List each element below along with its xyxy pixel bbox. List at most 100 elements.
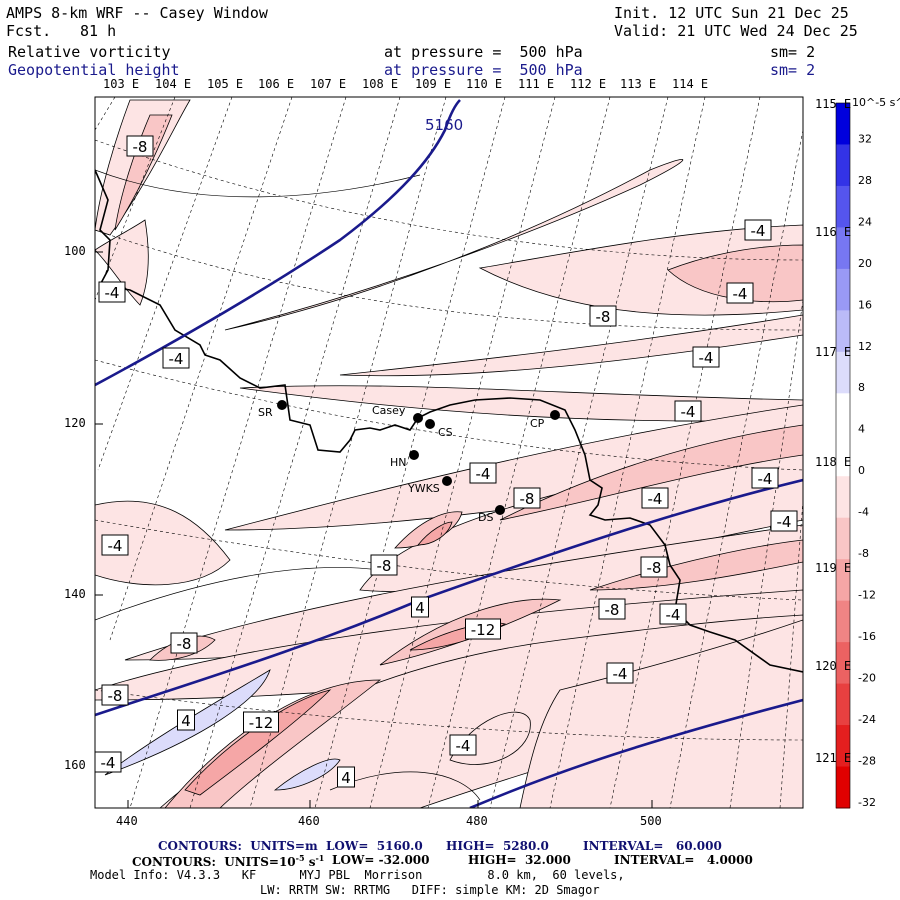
svg-text:-4: -4 xyxy=(758,470,773,488)
lon-label-top: 114 E xyxy=(672,77,709,91)
x-axis-tick-label: 440 xyxy=(116,814,138,828)
lon-label-right: 117 E xyxy=(815,345,852,359)
field2-smoothing: sm= 2 xyxy=(770,61,816,79)
lon-label-top: 110 E xyxy=(466,77,503,91)
svg-text:-4: -4 xyxy=(751,222,766,240)
height-contour-label: 5160 xyxy=(425,116,463,134)
colorbar-unit: 10^-5 s^-1 xyxy=(852,96,900,109)
vorticity-contour-label: -4 xyxy=(674,400,702,422)
svg-text:-8: -8 xyxy=(596,308,611,326)
vorticity-contour-label: -8 xyxy=(126,135,154,157)
colorbar-segment xyxy=(836,434,850,477)
lat-lon-grid xyxy=(95,97,803,808)
colorbar-segment xyxy=(836,683,850,726)
colorbar-tick-label: 16 xyxy=(858,298,872,311)
vorticity-contour-label: -8 xyxy=(598,598,626,620)
station-label: Casey xyxy=(372,404,406,417)
footer-height-interval: INTERVAL= 60.000 xyxy=(583,839,722,853)
station-dot xyxy=(550,410,560,420)
x-axis-tick-label: 460 xyxy=(298,814,320,828)
svg-text:4: 4 xyxy=(415,599,425,617)
colorbar-segment xyxy=(836,766,850,809)
forecast-hour: 81 h xyxy=(80,22,117,40)
vorticity-contour-label: -4 xyxy=(606,662,634,684)
coastline xyxy=(95,169,803,673)
colorbar-segment xyxy=(836,351,850,394)
svg-text:-4: -4 xyxy=(733,285,748,303)
station-dot xyxy=(409,450,419,460)
svg-text:4: 4 xyxy=(181,712,191,730)
y-axis-tick-label: 100 xyxy=(64,244,86,258)
colorbar-tick-label: -8 xyxy=(858,547,869,560)
footer-vort-high: HIGH= 32.000 xyxy=(468,853,571,867)
forecast-label: Fcst. xyxy=(6,22,52,40)
svg-text:-4: -4 xyxy=(666,606,681,624)
colorbar-segment xyxy=(836,310,850,353)
vorticity-contour-label: -4 xyxy=(770,510,798,532)
plot-frame xyxy=(94,96,804,809)
lon-label-right: 116 E xyxy=(815,225,852,239)
colorbar-tick-label: 20 xyxy=(858,257,872,270)
lon-label-top: 104 E xyxy=(155,77,192,91)
vorticity-contour-label: -4 xyxy=(94,751,122,773)
lon-label-top: 103 E xyxy=(103,77,140,91)
vorticity-contour-label: -4 xyxy=(98,281,126,303)
field2-level: at pressure = 500 hPa xyxy=(384,61,583,79)
init-time: Init. 12 UTC Sun 21 Dec 25 xyxy=(614,4,849,22)
vorticity-contour-label: -4 xyxy=(751,467,779,489)
svg-text:-4: -4 xyxy=(648,490,663,508)
station-dot xyxy=(413,413,423,423)
field1-name: Relative vorticity xyxy=(8,43,171,61)
colorbar-segment xyxy=(836,227,850,270)
colorbar-segment xyxy=(836,144,850,187)
lon-label-right: 119 E xyxy=(815,561,852,575)
lon-label-right: 120 E xyxy=(815,659,852,673)
lon-label-top: 106 E xyxy=(258,77,295,91)
svg-text:-8: -8 xyxy=(177,635,192,653)
vorticity-contour-label: -4 xyxy=(641,487,669,509)
footer-vort-interval: INTERVAL= 4.0000 xyxy=(614,853,753,867)
lon-label-top: 113 E xyxy=(620,77,657,91)
lon-label-right: 115 E xyxy=(815,97,852,111)
lon-label-right: 121 E xyxy=(815,751,852,765)
svg-text:-4: -4 xyxy=(699,349,714,367)
field2-name: Geopotential height xyxy=(8,61,180,79)
svg-text:-8: -8 xyxy=(520,490,535,508)
lon-label-top: 105 E xyxy=(207,77,244,91)
x-axis-tick-label: 480 xyxy=(466,814,488,828)
colorbar-tick-label: -12 xyxy=(858,589,876,602)
svg-text:-8: -8 xyxy=(108,687,123,705)
svg-text:-4: -4 xyxy=(105,284,120,302)
station-label: YWKS xyxy=(407,482,440,495)
svg-text:-12: -12 xyxy=(249,714,274,732)
svg-text:4: 4 xyxy=(341,769,351,787)
vorticity-contour-label: -8 xyxy=(101,684,129,706)
station-label: HN xyxy=(390,456,407,469)
colorbar-segment xyxy=(836,725,850,768)
colorbar-segment xyxy=(836,393,850,436)
colorbar-tick-label: 32 xyxy=(858,132,872,145)
vorticity-contour-label: 4 xyxy=(337,766,355,788)
vorticity-contour-label: -8 xyxy=(170,632,198,654)
colorbar-tick-label: 0 xyxy=(858,464,865,477)
svg-text:-4: -4 xyxy=(108,537,123,555)
station-label: DS xyxy=(478,511,493,524)
colorbar-segment xyxy=(836,600,850,643)
colorbar-segment xyxy=(836,103,850,145)
colorbar-segment xyxy=(836,268,850,311)
colorbar-tick-label: 24 xyxy=(858,215,872,228)
vorticity-contour-label: -4 xyxy=(469,462,497,484)
colorbar-tick-label: -24 xyxy=(858,713,876,726)
vorticity-shading xyxy=(95,97,803,808)
station-dot xyxy=(277,400,287,410)
svg-text:-8: -8 xyxy=(647,559,662,577)
vorticity-contour-label: 4 xyxy=(411,596,429,618)
station-dot xyxy=(425,419,435,429)
field1-level: at pressure = 500 hPa xyxy=(384,43,583,61)
colorbar-tick-label: -16 xyxy=(858,630,876,643)
vorticity-contour-label: -12 xyxy=(243,711,279,733)
lon-label-top: 107 E xyxy=(310,77,347,91)
footer-height-contours: CONTOURS: UNITS=m LOW= 5160.0 xyxy=(158,839,423,853)
svg-text:-4: -4 xyxy=(169,350,184,368)
colorbar-tick-label: 28 xyxy=(858,174,872,187)
